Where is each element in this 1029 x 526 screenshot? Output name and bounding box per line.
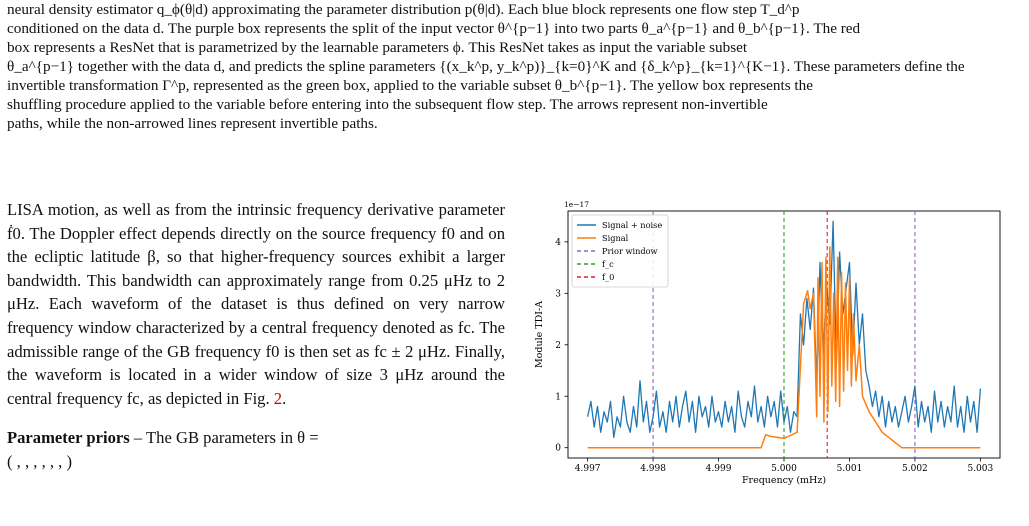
paragraph-text: – The GB parameters in θ = <box>129 428 319 448</box>
y-axis-label: Module TDI-A <box>534 301 545 368</box>
signal-series <box>587 246 981 449</box>
x-tick-label: 5.001 <box>837 464 863 474</box>
legend-label: Signal + noise <box>602 220 662 230</box>
y-tick-label: 2 <box>555 341 561 351</box>
caption-line: θ_a^{p−1} together with the data d, and … <box>7 58 965 75</box>
x-tick-label: 5.002 <box>902 464 928 474</box>
x-tick-label: 5.003 <box>967 464 993 474</box>
x-tick-label: 4.997 <box>575 464 601 474</box>
signal-plus-noise-series <box>586 220 982 439</box>
body-paragraph: LISA motion, as well as from the intrins… <box>7 198 505 410</box>
caption-line: box represents a ResNet that is parametr… <box>7 39 748 56</box>
legend-label: Prior window <box>602 246 658 256</box>
y-tick-label: 3 <box>555 289 561 299</box>
legend-label: f_0 <box>602 272 614 282</box>
body-column: LISA motion, as well as from the intrins… <box>7 198 505 474</box>
paragraph-heading: Parameter priors <box>7 428 130 448</box>
y-tick-label: 0 <box>555 444 561 454</box>
x-tick-label: 5.000 <box>771 464 797 474</box>
caption-line: conditioned on the data d. The purple bo… <box>7 20 861 37</box>
x-axis-label: Frequency (mHz) <box>742 475 826 486</box>
paragraph-continuation: ( , , , , , , ) <box>7 451 72 471</box>
legend-label: f_c <box>602 259 614 269</box>
caption-line: neural density estimator q_ϕ(θ|d) approx… <box>7 1 800 18</box>
x-tick-label: 4.998 <box>640 464 666 474</box>
figure-caption: neural density estimator q_ϕ(θ|d) approx… <box>7 0 1019 133</box>
x-tick-label: 4.999 <box>706 464 732 474</box>
legend-label: Signal <box>602 233 629 243</box>
caption-line: invertible transformation Γ^p, represent… <box>7 77 813 94</box>
body-paragraph: Parameter priors – The GB parameters in … <box>7 426 505 473</box>
caption-line: shuffling procedure applied to the varia… <box>7 96 768 113</box>
legend-box <box>571 214 669 288</box>
caption-line: paths, while the non-arrowed lines repre… <box>7 115 378 132</box>
frequency-chart: 1e−17 4.997 4.998 4.999 5.000 5.001 5.002 5.003… <box>534 200 1001 486</box>
paragraph-text: LISA motion, as well as from the intrins… <box>7 200 505 408</box>
figure-reference-link[interactable]: 2 <box>273 388 283 408</box>
y-tick-label: 4 <box>555 238 561 248</box>
scale-label: 1e−17 <box>564 200 589 209</box>
y-tick-label: 1 <box>555 392 561 402</box>
paragraph-end: . <box>282 388 287 408</box>
